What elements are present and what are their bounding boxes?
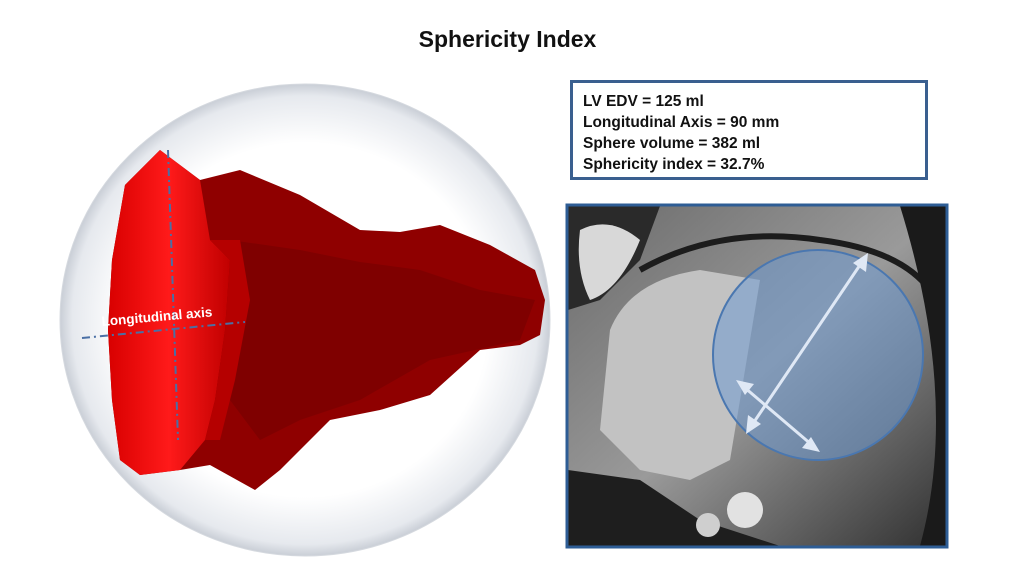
- info-box: LV EDV = 125 ml Longitudinal Axis = 90 m…: [570, 80, 928, 180]
- title: Sphericity Index: [418, 26, 597, 52]
- info-line: Sphere volume = 382 ml: [583, 135, 761, 152]
- arrows: [736, 253, 868, 452]
- info-line: LV EDV = 125 ml: [583, 93, 704, 110]
- mri-frame: [565, 203, 949, 549]
- axis-line: [167, 149, 179, 441]
- info-line: Sphericity index = 32.7%: [583, 156, 765, 173]
- fitted-circle: [712, 249, 924, 461]
- info-line: Longitudinal Axis = 90 mm: [583, 114, 780, 131]
- lv-model: [108, 150, 545, 490]
